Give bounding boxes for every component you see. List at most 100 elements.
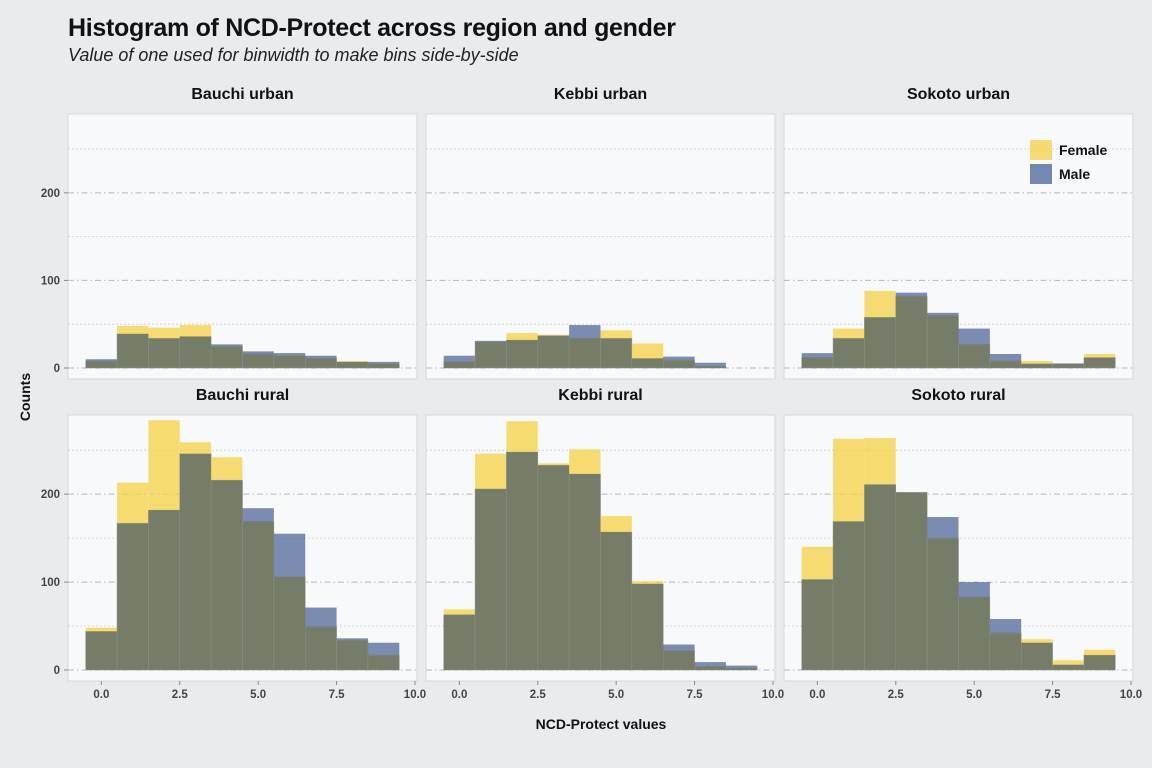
bar-male <box>694 362 726 367</box>
bar-overlap <box>506 451 539 671</box>
bar-female <box>569 449 601 474</box>
x-tick-label: 10.0 <box>404 689 426 701</box>
bar-overlap <box>600 531 633 671</box>
bar-overlap <box>443 614 476 671</box>
bar-overlap <box>273 576 306 671</box>
bar-overlap <box>958 344 991 369</box>
bar-female <box>864 437 896 485</box>
x-tick-label: 0.0 <box>451 689 467 701</box>
panel-sokoto-urban: Sokoto urban <box>783 86 1134 380</box>
bar-overlap <box>506 339 539 369</box>
x-tick-label: 7.5 <box>687 689 704 701</box>
x-tick-label: 7.5 <box>1045 689 1062 701</box>
chart-title: Histogram of NCD-Protect across region a… <box>68 14 676 42</box>
bar-overlap <box>895 295 928 369</box>
bar-overlap <box>179 336 212 369</box>
bar-female <box>1021 360 1053 364</box>
bar-overlap <box>1052 664 1085 671</box>
facet-label: Bauchi urban <box>191 86 293 103</box>
facet-label: Kebbi rural <box>558 387 642 404</box>
bar-male <box>85 359 118 361</box>
bar-overlap <box>1052 363 1085 369</box>
bar-male <box>694 662 726 667</box>
bar-overlap <box>568 337 601 369</box>
bar-male <box>242 508 274 522</box>
x-tick-label: 5.0 <box>250 689 266 701</box>
bar-male <box>475 340 507 342</box>
bar-overlap <box>631 358 664 369</box>
bar-female <box>537 334 570 336</box>
bar-female <box>833 438 865 522</box>
bar-overlap <box>1020 642 1053 671</box>
bar-female <box>506 332 538 340</box>
bar-male <box>273 353 306 356</box>
bar-overlap <box>273 355 306 369</box>
bar-overlap <box>116 522 149 671</box>
bar-female <box>1083 649 1116 656</box>
y-axis-title: Counts <box>17 373 33 421</box>
bar-female <box>600 330 632 339</box>
bar-overlap <box>367 654 400 671</box>
bar-overlap <box>1020 363 1053 369</box>
legend-swatch-male <box>1030 164 1052 184</box>
bar-female <box>148 420 180 510</box>
bar-overlap <box>662 359 695 369</box>
bar-overlap <box>242 353 275 369</box>
bar-female <box>211 457 243 481</box>
bar-overlap <box>694 365 727 369</box>
bar-overlap <box>1083 654 1116 671</box>
y-tick-label: 100 <box>41 275 60 287</box>
bar-overlap <box>85 631 118 671</box>
x-tick-label: 2.5 <box>530 689 547 701</box>
bar-female <box>179 442 212 454</box>
bar-overlap <box>116 333 149 369</box>
bar-female <box>600 516 632 532</box>
facet-label: Sokoto rural <box>911 387 1005 404</box>
bar-overlap <box>926 537 959 671</box>
bar-male <box>801 353 834 358</box>
bar-overlap <box>148 509 181 671</box>
bar-female <box>117 325 149 334</box>
legend-label-male: Male <box>1059 166 1090 182</box>
bar-female <box>631 343 664 359</box>
x-tick-label: 5.0 <box>966 689 982 701</box>
bar-male <box>989 619 1022 634</box>
bar-overlap <box>474 488 507 671</box>
bar-overlap <box>336 361 369 369</box>
bar-overlap <box>537 335 570 369</box>
bar-female <box>179 325 212 337</box>
bar-male <box>663 644 695 651</box>
bar-male <box>305 355 337 359</box>
bar-overlap <box>864 316 897 369</box>
x-axis-title: NCD-Protect values <box>536 716 667 732</box>
legend-label-female: Female <box>1059 142 1107 158</box>
bar-female <box>1083 353 1116 358</box>
x-tick-label: 0.0 <box>809 689 825 701</box>
x-tick-label: 7.5 <box>329 689 346 701</box>
facet-label: Sokoto urban <box>907 86 1010 103</box>
bar-female <box>537 463 570 466</box>
bar-male <box>242 351 274 354</box>
bar-overlap <box>832 521 865 671</box>
bar-overlap <box>304 626 337 671</box>
bar-female <box>506 421 538 452</box>
bar-overlap <box>443 361 476 369</box>
y-tick-label: 200 <box>41 188 60 200</box>
bar-overlap <box>242 521 275 671</box>
bar-overlap <box>179 453 212 671</box>
bar-overlap <box>801 357 834 369</box>
bar-female <box>336 360 368 362</box>
facet-label: Kebbi urban <box>554 86 647 103</box>
panel-sokoto-rural: Sokoto rural 0.0 2.5 5.0 7.5 10.0 <box>783 387 1142 701</box>
bar-overlap <box>725 667 758 671</box>
bar-male <box>989 353 1022 361</box>
bar-male <box>663 356 695 361</box>
y-tick-label: 200 <box>41 489 60 501</box>
bar-male <box>958 582 990 598</box>
bar-male <box>443 355 476 362</box>
bar-overlap <box>631 583 664 671</box>
bar-female <box>85 627 118 632</box>
x-tick-label: 0.0 <box>93 689 109 701</box>
bar-overlap <box>1083 357 1116 369</box>
